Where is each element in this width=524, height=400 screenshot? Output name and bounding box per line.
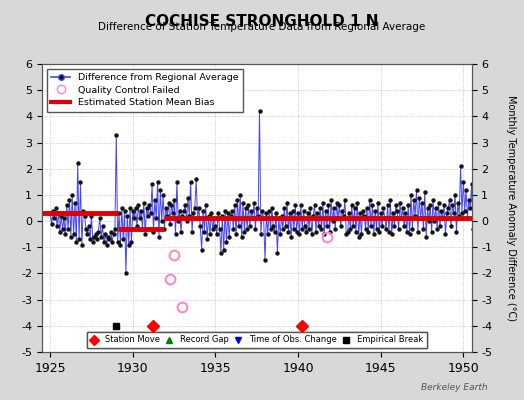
Text: Difference of Station Temperature Data from Regional Average: Difference of Station Temperature Data f… xyxy=(99,22,425,32)
Legend: Station Move, Record Gap, Time of Obs. Change, Empirical Break: Station Move, Record Gap, Time of Obs. C… xyxy=(87,332,427,348)
Y-axis label: Monthly Temperature Anomaly Difference (°C): Monthly Temperature Anomaly Difference (… xyxy=(506,95,516,321)
Text: Berkeley Earth: Berkeley Earth xyxy=(421,383,487,392)
Text: COCHISE STRONGHOLD 1 N: COCHISE STRONGHOLD 1 N xyxy=(145,14,379,29)
